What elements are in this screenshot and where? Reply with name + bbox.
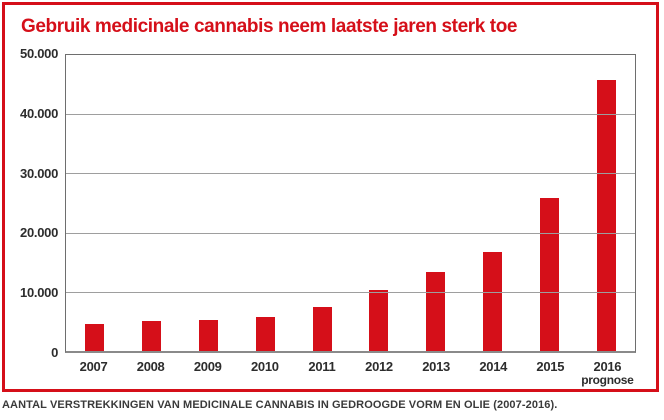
x-tick-2015: 2015 [522, 359, 579, 387]
bar-2013 [426, 271, 446, 351]
x-tick-2010: 2010 [236, 359, 293, 387]
bar-2011 [312, 307, 332, 351]
y-axis: 50.000 40.000 30.000 20.000 10.000 0 [0, 46, 58, 360]
x-tick-2014: 2014 [465, 359, 522, 387]
x-tick-label-2012: 2012 [365, 359, 393, 374]
x-tick-2016: 2016 prognose [579, 359, 636, 387]
bar-slot-2011 [294, 55, 351, 351]
x-tick-label-2009: 2009 [193, 359, 222, 374]
x-tick-label-2015: 2015 [536, 359, 565, 374]
gridline-10.000 [66, 291, 635, 293]
x-tick-2009: 2009 [179, 359, 236, 387]
x-tick-2008: 2008 [122, 359, 179, 387]
gridline-30.000 [66, 173, 635, 175]
y-tick-label-30.000: 30.000 [20, 165, 58, 181]
x-tick-label-2014: 2014 [479, 359, 508, 374]
y-tick-label-40.000: 40.000 [20, 105, 58, 121]
y-tick-label-0: 0 [51, 345, 58, 360]
bar-2009 [198, 319, 218, 351]
gridline-40.000 [66, 114, 635, 116]
x-tick-2011: 2011 [293, 359, 350, 387]
bar-2008 [141, 321, 161, 351]
gridline-20.000 [66, 232, 635, 234]
bar-slot-2010 [237, 55, 294, 351]
bar-series [66, 55, 635, 351]
x-axis: 2007 2008 2009 2010 2011 2012 2013 2014 2015 2016… [65, 359, 636, 387]
bar-2012 [369, 290, 389, 351]
bar-2010 [255, 316, 275, 351]
chart-title: Gebruik medicinale cannabis neem laatste… [21, 16, 518, 37]
x-tick-label-2010: 2010 [250, 359, 279, 374]
bar-slot-2015 [521, 55, 578, 351]
y-tick-label-20.000: 20.000 [20, 225, 58, 241]
y-tick-label-10.000: 10.000 [20, 285, 58, 301]
bar-2016 [597, 80, 617, 351]
bar-slot-2012 [351, 55, 408, 351]
bar-2015 [540, 198, 560, 351]
x-tick-2012: 2012 [350, 359, 407, 387]
y-tick-label-50.000: 50.000 [20, 46, 58, 61]
bar-2014 [483, 251, 503, 351]
x-tick-sublabel-prognose: prognose [581, 373, 634, 387]
x-tick-2013: 2013 [408, 359, 465, 387]
x-tick-2007: 2007 [65, 359, 122, 387]
x-tick-label-2011: 2011 [308, 359, 336, 374]
bar-slot-2014 [464, 55, 521, 351]
bar-slot-2013 [407, 55, 464, 351]
x-tick-label-2007: 2007 [79, 359, 108, 374]
bar-slot-2008 [123, 55, 180, 351]
chart-caption: AANTAL VERSTREKKINGEN VAN MEDICINALE CAN… [2, 399, 558, 411]
x-tick-label-2016: 2016 [593, 359, 622, 374]
x-tick-label-2013: 2013 [422, 359, 450, 374]
bar-slot-2016 [578, 55, 635, 351]
x-tick-label-2008: 2008 [136, 359, 165, 374]
bar-2007 [84, 324, 104, 351]
plot-area [65, 54, 636, 353]
bar-slot-2007 [66, 55, 123, 351]
bar-slot-2009 [180, 55, 237, 351]
